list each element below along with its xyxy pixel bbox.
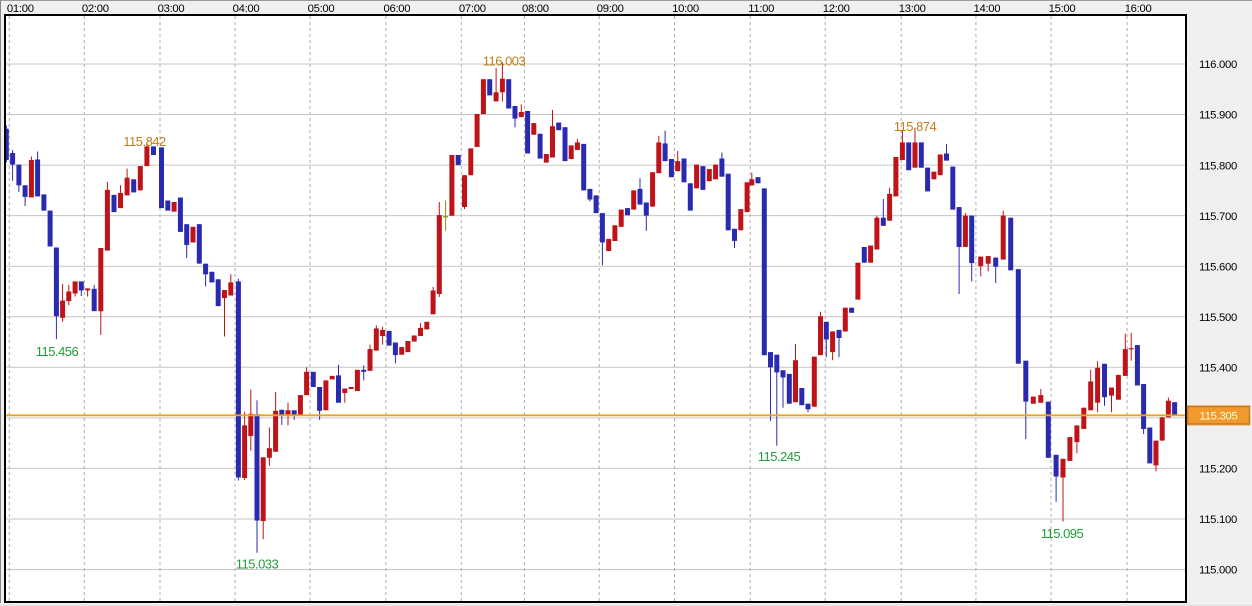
svg-text:09:00: 09:00: [597, 3, 624, 15]
svg-text:04:00: 04:00: [233, 3, 260, 15]
svg-text:115.874: 115.874: [894, 119, 937, 134]
svg-text:115.305: 115.305: [1200, 411, 1238, 423]
svg-text:14:00: 14:00: [974, 3, 1001, 15]
svg-text:115.200: 115.200: [1199, 464, 1237, 476]
svg-text:115.400: 115.400: [1199, 363, 1237, 375]
svg-text:115.456: 115.456: [36, 344, 79, 359]
svg-text:06:00: 06:00: [384, 3, 411, 15]
svg-text:05:00: 05:00: [308, 3, 335, 15]
svg-text:115.600: 115.600: [1199, 261, 1237, 273]
svg-text:01:00: 01:00: [7, 3, 34, 15]
svg-text:115.245: 115.245: [758, 449, 801, 464]
svg-text:116.003: 116.003: [483, 54, 526, 69]
svg-text:12:00: 12:00: [823, 3, 850, 15]
svg-text:115.033: 115.033: [236, 557, 279, 572]
svg-text:07:00: 07:00: [459, 3, 486, 15]
svg-text:115.000: 115.000: [1199, 565, 1237, 577]
svg-text:03:00: 03:00: [158, 3, 185, 15]
svg-text:116.000: 116.000: [1199, 59, 1237, 71]
svg-text:11:00: 11:00: [748, 3, 774, 15]
svg-text:115.095: 115.095: [1041, 526, 1084, 541]
svg-text:10:00: 10:00: [672, 3, 699, 15]
svg-text:15:00: 15:00: [1049, 3, 1076, 15]
svg-text:16:00: 16:00: [1125, 3, 1152, 15]
svg-text:115.100: 115.100: [1199, 514, 1237, 526]
svg-text:115.800: 115.800: [1199, 160, 1237, 172]
svg-text:115.842: 115.842: [123, 134, 166, 149]
svg-text:115.900: 115.900: [1199, 110, 1237, 122]
svg-text:08:00: 08:00: [522, 3, 549, 15]
svg-text:02:00: 02:00: [82, 3, 109, 15]
svg-text:13:00: 13:00: [899, 3, 926, 15]
svg-text:115.500: 115.500: [1199, 312, 1237, 324]
svg-text:115.700: 115.700: [1199, 211, 1237, 223]
